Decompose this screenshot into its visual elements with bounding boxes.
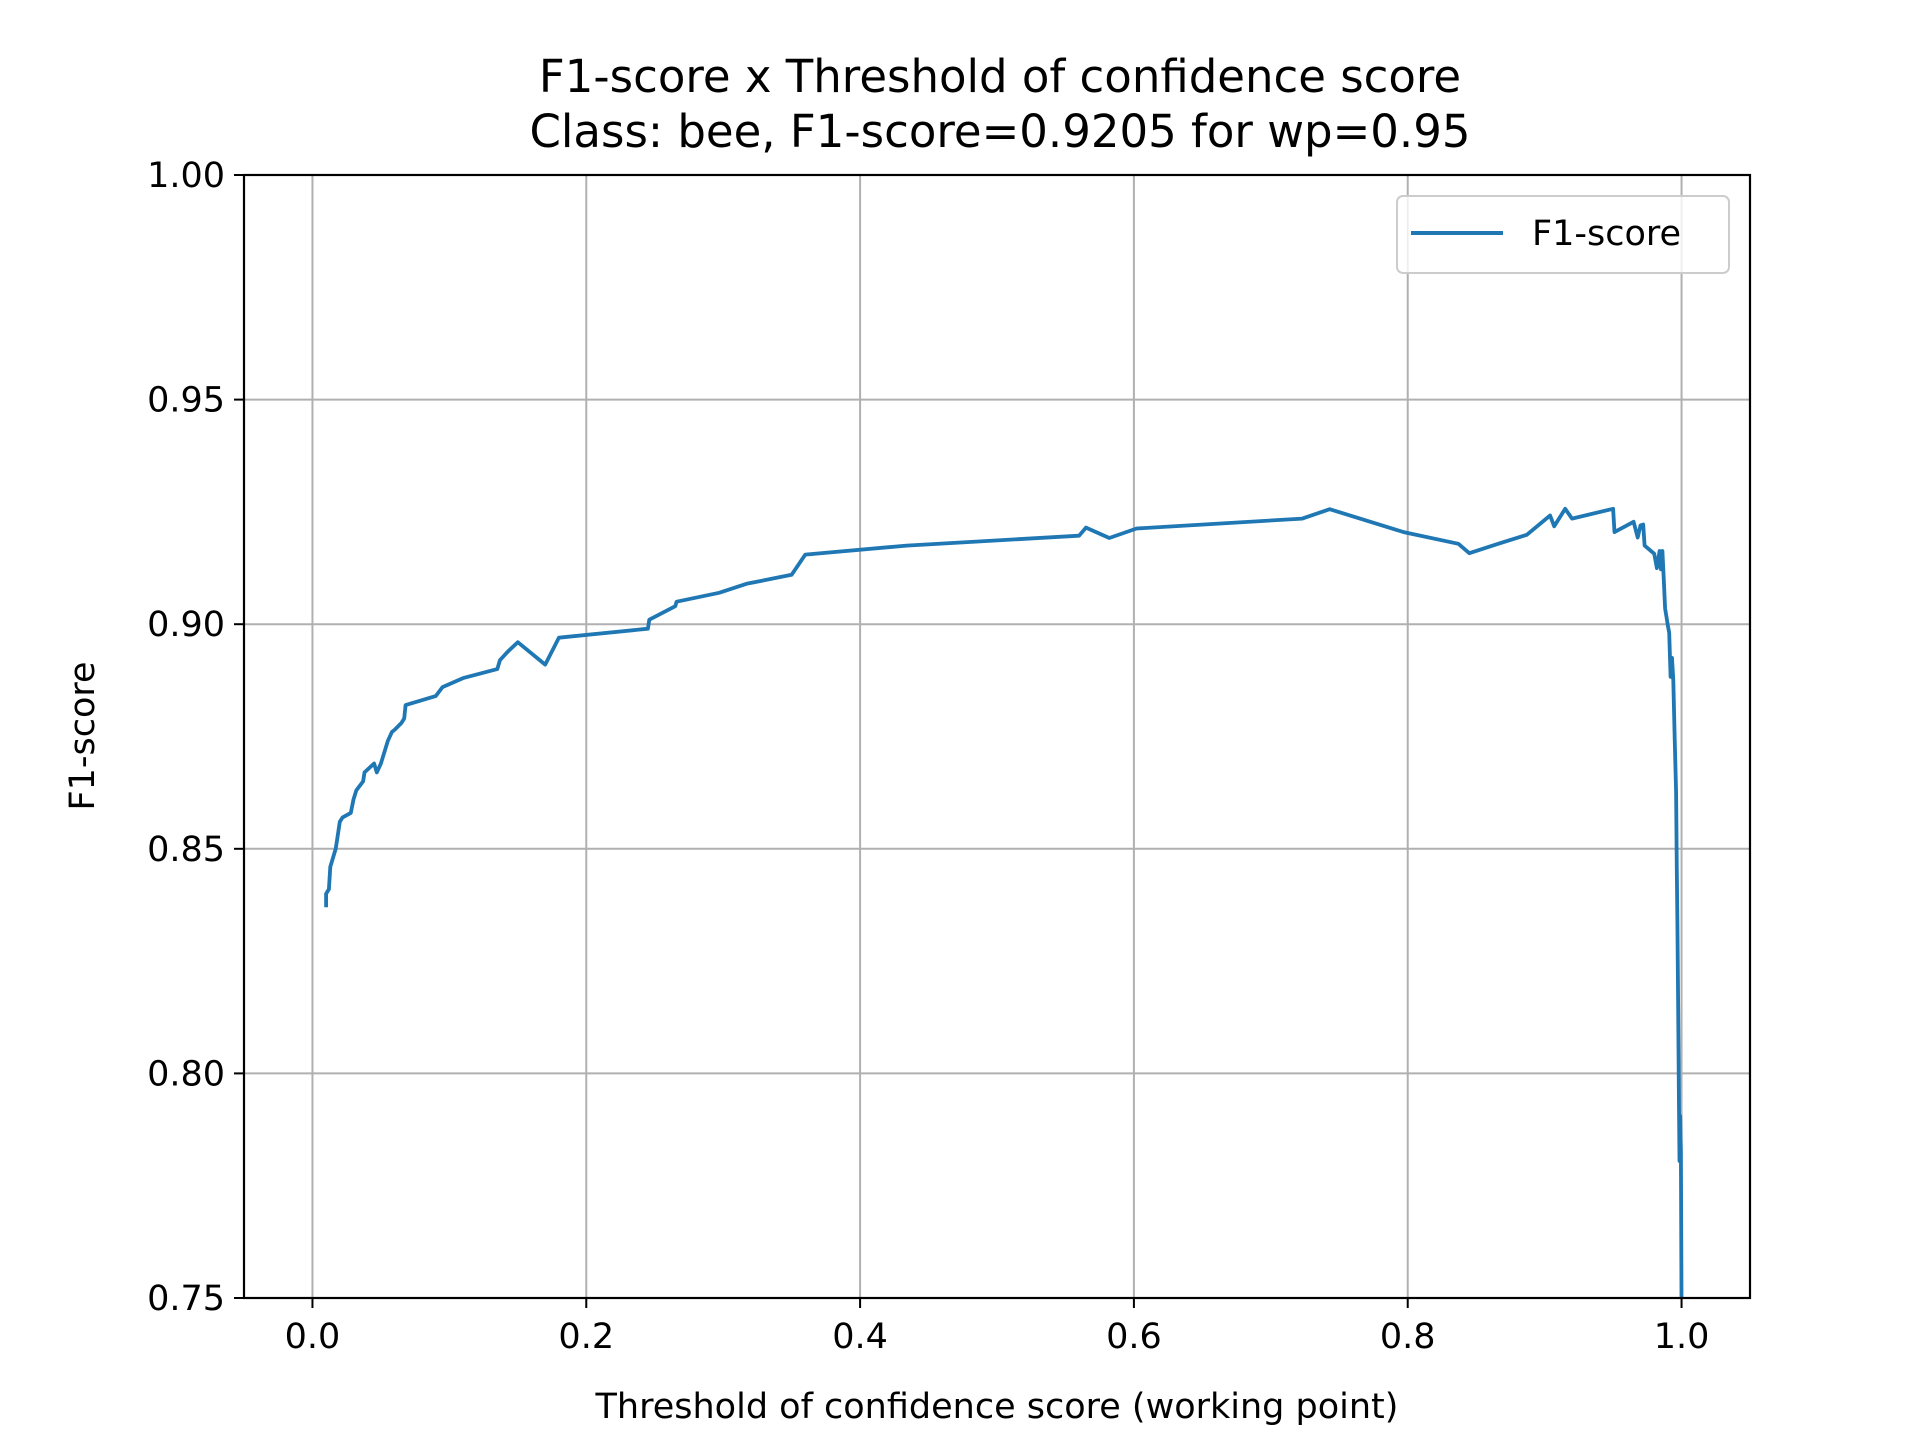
x-tick-label: 1.0	[1654, 1317, 1710, 1357]
x-tick-label: 0.8	[1380, 1317, 1436, 1357]
y-tick-label: 0.85	[147, 830, 225, 870]
axis-ticks: 0.0 0.2 0.4 0.6 0.8 1.0 0.75 0.80 0.85 0.90 0.95 1.…	[147, 156, 1709, 1357]
y-tick-label: 1.00	[147, 156, 225, 196]
legend: F1-score	[1396, 195, 1730, 274]
y-axis-label: F1-score	[63, 661, 103, 810]
x-tick-label: 0.6	[1106, 1317, 1162, 1357]
y-tick-label: 0.95	[147, 381, 225, 421]
y-tick-label: 0.80	[147, 1054, 225, 1094]
y-tick-label: 0.90	[147, 605, 225, 645]
plot-frame	[242, 173, 1752, 1300]
legend-label: F1-score	[1532, 214, 1681, 254]
y-tick-label: 0.75	[147, 1279, 225, 1319]
series-line-f1-score	[324, 506, 1684, 1299]
grid-lines	[244, 174, 1750, 1299]
x-tick-label: 0.4	[832, 1317, 888, 1357]
chart-title: F1-score x Threshold of confidence score	[539, 50, 1461, 103]
chart-subtitle: Class: bee, F1-score=0.9205 for wp=0.95	[530, 105, 1471, 158]
x-axis-label: Threshold of confidence score (working p…	[595, 1387, 1399, 1427]
x-tick-label: 0.0	[285, 1317, 341, 1357]
legend-box	[1396, 195, 1730, 274]
series-layer	[324, 506, 1684, 1299]
x-tick-label: 0.2	[558, 1317, 614, 1357]
